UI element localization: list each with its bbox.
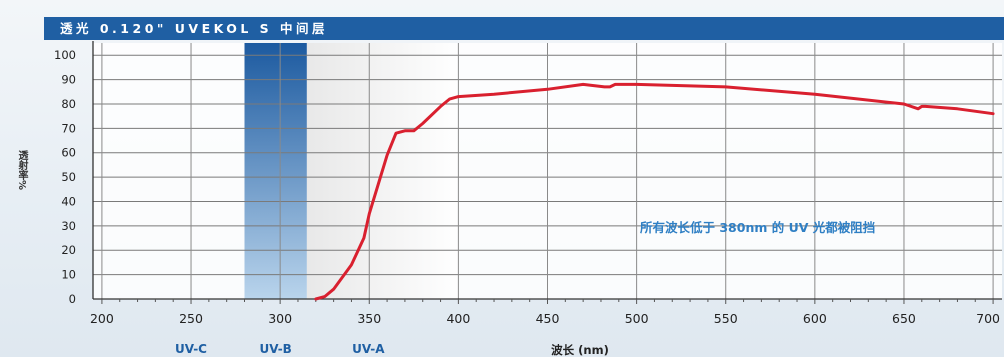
y-tick-labels: 0 10 20 30 40 50 60 70 80 90 100 xyxy=(54,48,76,306)
y-tick-label: 40 xyxy=(61,194,76,208)
x-axis-label: 波长 (nm) xyxy=(551,343,609,357)
x-tick-label: 350 xyxy=(357,311,381,326)
chart-title: 透光 0.120" UVEKOL S 中间层 xyxy=(44,17,1004,40)
x-tick-label: 650 xyxy=(892,311,916,326)
annotation: 所有波长低于 380nm 的 UV 光都被阻挡 xyxy=(640,220,875,235)
uvb-band xyxy=(244,43,307,299)
y-tick-label: 60 xyxy=(61,146,76,160)
axes xyxy=(92,41,1002,304)
band-label: UV-A xyxy=(352,342,385,356)
x-tick-label: 600 xyxy=(803,311,827,326)
y-tick-label: 0 xyxy=(69,292,76,306)
series xyxy=(314,82,995,301)
y-tick-label: 30 xyxy=(61,219,76,233)
series-line xyxy=(314,82,995,301)
x-tick-label: 500 xyxy=(625,311,649,326)
band-label: UV-B xyxy=(260,342,292,356)
x-tick-label: 400 xyxy=(446,311,470,326)
y-tick-label: 90 xyxy=(61,73,76,87)
x-tick-label: 200 xyxy=(90,311,114,326)
y-tick-label: 50 xyxy=(61,170,76,184)
y-tick-label: 10 xyxy=(61,268,76,282)
y-tick-label: 20 xyxy=(61,243,76,257)
y-tick-label: 80 xyxy=(61,97,76,111)
x-tick-label: 450 xyxy=(536,311,560,326)
band-labels: UV-C UV-B UV-A xyxy=(175,342,385,356)
x-tick-label: 700 xyxy=(976,311,1000,326)
x-tick-label: 300 xyxy=(268,311,292,326)
x-tick-label: 250 xyxy=(179,311,203,326)
y-tick-label: 70 xyxy=(61,121,76,135)
x-tick-label: 550 xyxy=(714,311,738,326)
x-tick-labels: 200 250 300 350 400 450 500 550 600 650 700 xyxy=(90,311,1000,326)
band-label: UV-C xyxy=(175,342,207,356)
y-tick-label: 100 xyxy=(54,48,76,62)
y-axis-label: 透射率% xyxy=(16,150,27,191)
